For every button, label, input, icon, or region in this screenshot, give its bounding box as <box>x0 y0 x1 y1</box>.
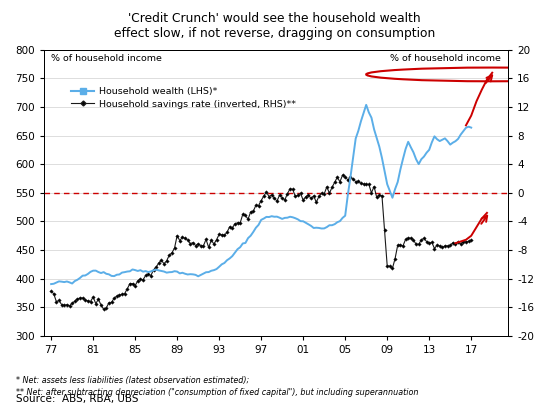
Text: Source:  ABS, RBA, UBS: Source: ABS, RBA, UBS <box>16 394 139 404</box>
Text: 'Credit Crunch' would see the household wealth
effect slow, if not reverse, drag: 'Credit Crunch' would see the household … <box>114 12 435 40</box>
Legend: Household wealth (LHS)*, Household savings rate (inverted, RHS)**: Household wealth (LHS)*, Household savin… <box>67 83 300 113</box>
Text: % of household income: % of household income <box>390 54 501 63</box>
Text: ** Net: after subtracting depreciation ("consumption of fixed capital"), but inc: ** Net: after subtracting depreciation (… <box>16 388 419 397</box>
Text: % of household income: % of household income <box>51 54 161 63</box>
Text: * Net: assets less liabilities (latest observation estimated);: * Net: assets less liabilities (latest o… <box>16 376 250 385</box>
